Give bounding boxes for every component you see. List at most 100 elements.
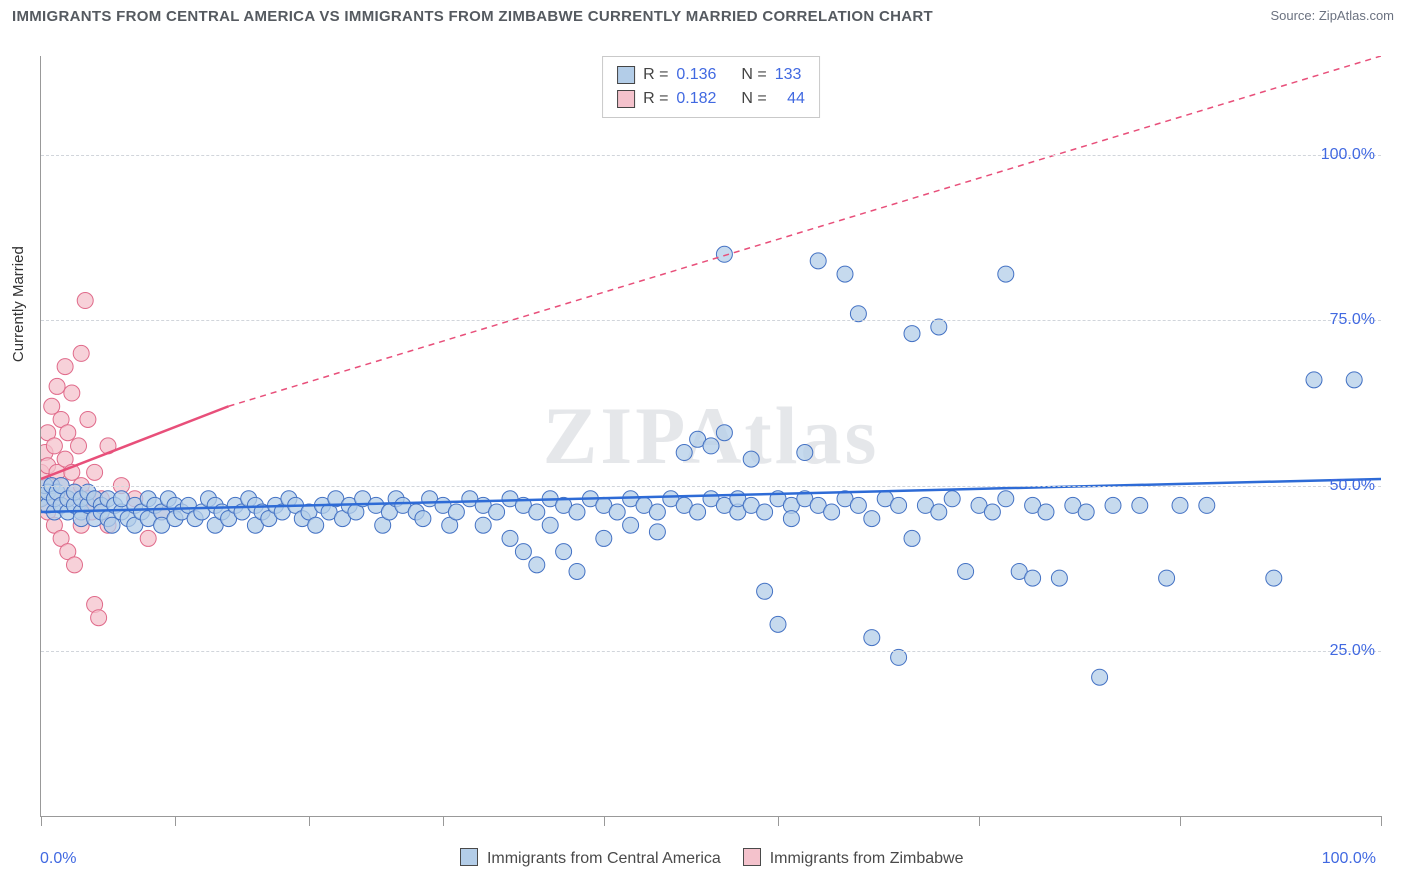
data-point: [623, 517, 639, 533]
data-point: [649, 504, 665, 520]
data-point: [529, 504, 545, 520]
data-point: [837, 266, 853, 282]
data-point: [49, 378, 65, 394]
data-point: [1306, 372, 1322, 388]
data-point: [1346, 372, 1362, 388]
r-value-b: 0.182: [676, 87, 716, 111]
data-point: [1266, 570, 1282, 586]
data-point: [958, 563, 974, 579]
data-point: [931, 504, 947, 520]
data-point: [529, 557, 545, 573]
data-point: [71, 438, 87, 454]
data-point: [1025, 570, 1041, 586]
data-point: [104, 517, 120, 533]
data-point: [77, 293, 93, 309]
data-point: [140, 530, 156, 546]
data-point: [984, 504, 1000, 520]
n-value-a: 133: [775, 63, 802, 87]
data-point: [44, 398, 60, 414]
n-label: N =: [741, 87, 766, 111]
data-point: [904, 530, 920, 546]
source-label: Source: ZipAtlas.com: [1270, 8, 1394, 23]
data-point: [60, 425, 76, 441]
legend-swatch-blue: [460, 848, 478, 866]
x-tick: [1381, 816, 1382, 826]
data-point: [515, 544, 531, 560]
data-point: [810, 253, 826, 269]
data-point: [850, 306, 866, 322]
grid-line: [41, 486, 1381, 487]
data-point: [998, 266, 1014, 282]
data-point: [542, 517, 558, 533]
correlation-legend: R = 0.136 N = 133 R = 0.182 N = 44: [602, 56, 820, 118]
grid-line: [41, 320, 1381, 321]
data-point: [1199, 497, 1215, 513]
grid-line: [41, 651, 1381, 652]
data-point: [931, 319, 947, 335]
legend-swatch-pink: [743, 848, 761, 866]
data-point: [448, 504, 464, 520]
data-point: [46, 438, 62, 454]
data-point: [57, 359, 73, 375]
plot-area: ZIPAtlas R = 0.136 N = 133 R = 0.182 N =…: [40, 56, 1381, 817]
data-point: [1038, 504, 1054, 520]
data-point: [904, 326, 920, 342]
data-point: [850, 497, 866, 513]
data-point: [67, 557, 83, 573]
data-point: [944, 491, 960, 507]
data-point: [609, 504, 625, 520]
n-value-b: 44: [787, 87, 805, 111]
data-point: [770, 616, 786, 632]
legend-label-a: Immigrants from Central America: [487, 850, 721, 867]
data-point: [489, 504, 505, 520]
data-point: [757, 583, 773, 599]
data-point: [556, 544, 572, 560]
chart-title: IMMIGRANTS FROM CENTRAL AMERICA VS IMMIG…: [12, 8, 933, 25]
legend-label-b: Immigrants from Zimbabwe: [770, 850, 964, 867]
data-point: [1172, 497, 1188, 513]
grid-line: [41, 155, 1381, 156]
grid-label: 100.0%: [1321, 146, 1375, 164]
data-point: [1092, 669, 1108, 685]
data-point: [73, 345, 89, 361]
data-point: [783, 511, 799, 527]
data-point: [864, 630, 880, 646]
data-point: [1078, 504, 1094, 520]
grid-label: 50.0%: [1330, 477, 1375, 495]
data-point: [703, 438, 719, 454]
data-point: [743, 451, 759, 467]
chart-container: { "title": "IMMIGRANTS FROM CENTRAL AMER…: [0, 0, 1406, 892]
data-point: [891, 497, 907, 513]
data-point: [998, 491, 1014, 507]
data-point: [864, 511, 880, 527]
data-point: [308, 517, 324, 533]
data-point: [649, 524, 665, 540]
data-point: [1132, 497, 1148, 513]
data-point: [475, 517, 491, 533]
x-tick: [175, 816, 176, 826]
data-point: [569, 563, 585, 579]
data-point: [1159, 570, 1175, 586]
data-point: [1051, 570, 1067, 586]
series-legend: Immigrants from Central America Immigran…: [0, 848, 1406, 868]
data-point: [502, 530, 518, 546]
data-point: [80, 411, 96, 427]
data-point: [716, 425, 732, 441]
data-point: [824, 504, 840, 520]
data-point: [596, 530, 612, 546]
y-axis-title: Currently Married: [10, 246, 27, 362]
data-point: [87, 464, 103, 480]
legend-swatch-pink: [617, 90, 635, 108]
r-label: R =: [643, 87, 668, 111]
x-tick: [778, 816, 779, 826]
x-tick: [979, 816, 980, 826]
data-point: [676, 445, 692, 461]
data-point: [1105, 497, 1121, 513]
data-point: [569, 504, 585, 520]
x-tick: [41, 816, 42, 826]
chart-svg: [41, 56, 1381, 816]
r-label: R =: [643, 63, 668, 87]
data-point: [757, 504, 773, 520]
data-point: [690, 504, 706, 520]
data-point: [716, 246, 732, 262]
